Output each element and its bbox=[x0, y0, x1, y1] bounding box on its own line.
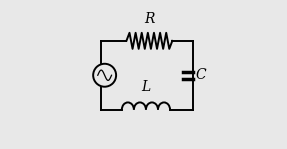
Text: L: L bbox=[141, 80, 151, 94]
Text: R: R bbox=[144, 12, 155, 26]
Text: C: C bbox=[195, 68, 206, 82]
